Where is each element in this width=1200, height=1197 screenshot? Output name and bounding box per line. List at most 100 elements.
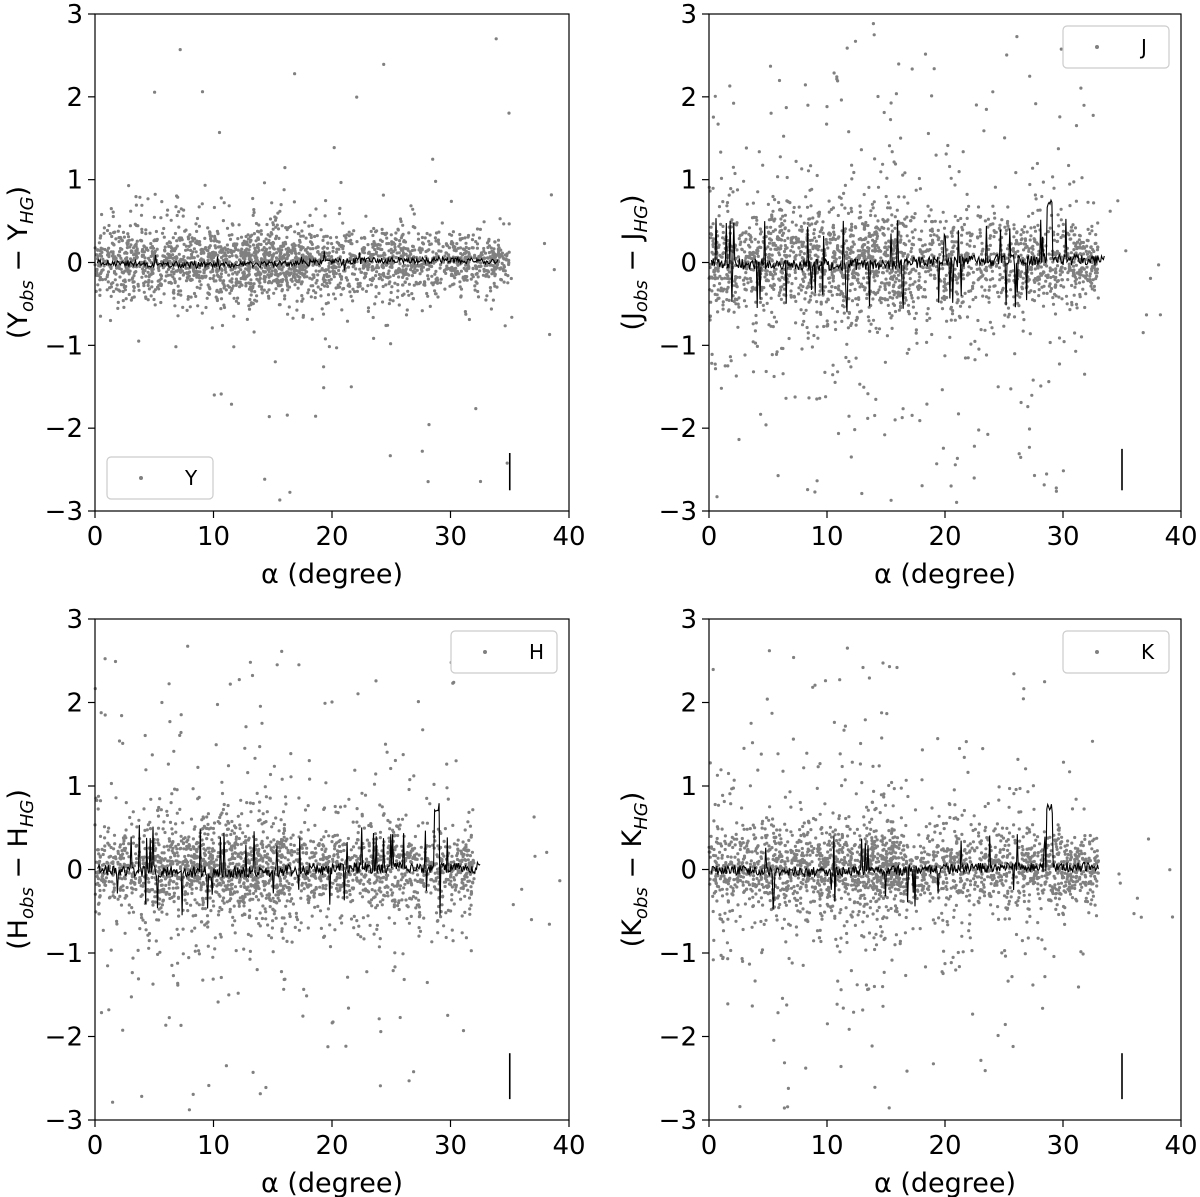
data-point	[347, 230, 351, 234]
data-point	[236, 296, 240, 300]
data-point	[247, 307, 252, 311]
data-point	[410, 274, 414, 278]
data-point	[996, 290, 1000, 294]
data-point	[775, 350, 779, 354]
data-point	[1059, 207, 1063, 211]
data-point	[359, 270, 364, 274]
data-point	[1094, 233, 1098, 237]
data-point	[239, 235, 244, 239]
data-point	[488, 286, 492, 290]
data-point	[831, 373, 835, 377]
data-point	[1075, 245, 1079, 249]
data-point	[131, 280, 135, 284]
data-point	[200, 311, 204, 315]
data-point	[141, 271, 146, 275]
data-point	[416, 237, 421, 241]
data-point	[171, 236, 175, 240]
data-point	[332, 146, 336, 150]
data-point	[872, 275, 876, 279]
data-point	[401, 248, 405, 252]
data-point	[197, 276, 202, 280]
data-point	[850, 163, 854, 167]
data-point	[942, 289, 946, 293]
data-point	[306, 291, 310, 295]
data-point	[418, 272, 422, 276]
data-point	[320, 307, 324, 311]
data-point	[933, 276, 937, 281]
data-point	[769, 225, 773, 229]
data-point	[928, 247, 932, 252]
data-point	[405, 308, 409, 312]
data-point	[322, 280, 326, 284]
data-point	[1052, 238, 1056, 242]
data-point	[311, 840, 316, 844]
data-point	[413, 267, 417, 271]
data-point	[197, 224, 201, 228]
data-point	[1012, 315, 1017, 319]
data-point	[222, 201, 226, 205]
data-point	[862, 385, 866, 389]
data-point	[827, 199, 831, 203]
data-point	[776, 474, 780, 478]
data-point	[333, 297, 337, 301]
data-point	[765, 301, 769, 305]
data-point	[364, 289, 368, 293]
data-point	[284, 247, 288, 251]
data-point	[128, 269, 132, 273]
data-point	[186, 295, 190, 299]
data-point	[755, 344, 760, 348]
data-point	[413, 270, 417, 274]
data-point	[260, 287, 264, 291]
data-point	[875, 330, 880, 334]
data-point	[134, 195, 138, 199]
data-point	[411, 225, 415, 229]
x-tick-label: 30	[434, 522, 467, 552]
data-point	[767, 252, 772, 257]
y-axis-label-part: − J	[617, 232, 648, 280]
data-point	[710, 250, 714, 254]
y-tick-label: 0	[66, 249, 83, 279]
data-point	[742, 299, 747, 303]
data-point	[1093, 241, 1097, 246]
data-point	[816, 211, 820, 215]
data-point	[388, 265, 392, 269]
data-point	[821, 220, 825, 224]
data-point	[860, 222, 865, 226]
data-point	[775, 247, 779, 252]
data-point	[358, 267, 362, 271]
data-point	[976, 205, 981, 209]
data-point	[769, 296, 773, 300]
data-point	[1157, 263, 1161, 267]
data-point	[348, 256, 352, 260]
data-point	[165, 213, 169, 217]
data-point	[953, 318, 957, 322]
data-point	[860, 238, 864, 242]
data-point	[846, 326, 851, 330]
data-point	[770, 272, 774, 277]
data-point	[1089, 284, 1093, 288]
data-point	[799, 240, 804, 244]
data-point	[331, 249, 335, 253]
data-point	[262, 274, 266, 278]
data-point	[238, 280, 242, 284]
data-point	[153, 90, 157, 94]
data-point	[184, 266, 188, 270]
data-point	[898, 304, 903, 308]
data-point	[165, 258, 169, 262]
data-point	[893, 240, 897, 245]
data-point	[980, 252, 984, 256]
data-point	[445, 243, 449, 247]
data-point	[175, 213, 179, 218]
data-point	[292, 266, 296, 270]
data-point	[1064, 294, 1069, 298]
data-point	[773, 198, 777, 202]
data-point	[477, 236, 482, 240]
data-point	[380, 300, 385, 304]
data-point	[283, 297, 287, 301]
data-point	[339, 180, 343, 185]
data-point	[476, 275, 480, 279]
data-point	[293, 249, 297, 253]
data-point	[438, 266, 442, 270]
data-point	[279, 203, 283, 207]
data-point	[402, 240, 406, 244]
